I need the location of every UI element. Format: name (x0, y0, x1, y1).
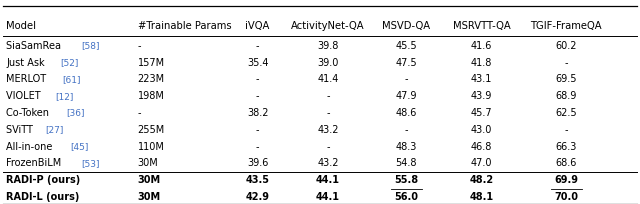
Text: 47.0: 47.0 (471, 158, 492, 168)
Text: [45]: [45] (70, 141, 89, 150)
Text: 46.8: 46.8 (471, 141, 492, 151)
Text: FrozenBiLM: FrozenBiLM (6, 158, 65, 168)
Text: iVQA: iVQA (245, 21, 270, 30)
Text: 30M: 30M (138, 174, 161, 184)
Text: 198M: 198M (138, 91, 164, 101)
Text: MSVD-QA: MSVD-QA (382, 21, 431, 30)
Text: Just Ask: Just Ask (6, 57, 48, 67)
Text: VIOLET: VIOLET (6, 91, 44, 101)
Text: #Trainable Params: #Trainable Params (138, 21, 231, 30)
Text: 30M: 30M (138, 191, 161, 201)
Text: 43.1: 43.1 (471, 74, 492, 84)
Text: 39.6: 39.6 (247, 158, 268, 168)
Text: RADI-L (ours): RADI-L (ours) (6, 191, 80, 201)
Text: 43.5: 43.5 (246, 174, 269, 184)
Text: -: - (404, 74, 408, 84)
Text: 66.3: 66.3 (556, 141, 577, 151)
Text: -: - (564, 57, 568, 67)
Text: 43.9: 43.9 (471, 91, 492, 101)
Text: [12]: [12] (55, 91, 74, 100)
Text: 68.9: 68.9 (556, 91, 577, 101)
Text: 47.5: 47.5 (396, 57, 417, 67)
Text: 45.5: 45.5 (396, 41, 417, 51)
Text: 41.4: 41.4 (317, 74, 339, 84)
Text: 56.0: 56.0 (394, 191, 419, 201)
Text: 54.8: 54.8 (396, 158, 417, 168)
Text: RADI-P (ours): RADI-P (ours) (6, 174, 81, 184)
Text: Model: Model (6, 21, 36, 30)
Text: 39.8: 39.8 (317, 41, 339, 51)
Text: 43.0: 43.0 (471, 124, 492, 134)
Text: -: - (256, 91, 259, 101)
Text: 55.8: 55.8 (394, 174, 419, 184)
Text: 39.0: 39.0 (317, 57, 339, 67)
Text: 223M: 223M (138, 74, 164, 84)
Text: -: - (256, 141, 259, 151)
Text: [53]: [53] (82, 158, 100, 167)
Text: SiaSamRea: SiaSamRea (6, 41, 65, 51)
Text: 41.8: 41.8 (471, 57, 492, 67)
Text: 30M: 30M (138, 158, 158, 168)
Text: 48.6: 48.6 (396, 108, 417, 118)
Text: -: - (326, 141, 330, 151)
Text: 48.3: 48.3 (396, 141, 417, 151)
Text: MERLOT: MERLOT (6, 74, 50, 84)
Text: 35.4: 35.4 (247, 57, 268, 67)
Text: -: - (138, 41, 141, 51)
Text: 70.0: 70.0 (554, 191, 579, 201)
Text: 45.7: 45.7 (471, 108, 492, 118)
Text: 42.9: 42.9 (246, 191, 269, 201)
Text: [61]: [61] (62, 74, 81, 83)
Text: 69.5: 69.5 (556, 74, 577, 84)
Text: 157M: 157M (138, 57, 164, 67)
Text: -: - (256, 124, 259, 134)
Text: 68.6: 68.6 (556, 158, 577, 168)
Text: 255M: 255M (138, 124, 165, 134)
Text: Co-Token: Co-Token (6, 108, 52, 118)
Text: 38.2: 38.2 (247, 108, 268, 118)
Text: -: - (138, 108, 141, 118)
Text: 47.9: 47.9 (396, 91, 417, 101)
Text: -: - (326, 108, 330, 118)
Text: ActivityNet-QA: ActivityNet-QA (291, 21, 365, 30)
Text: TGIF-FrameQA: TGIF-FrameQA (531, 21, 602, 30)
Text: 44.1: 44.1 (316, 191, 340, 201)
Text: 43.2: 43.2 (317, 158, 339, 168)
Text: 110M: 110M (138, 141, 164, 151)
Text: -: - (404, 124, 408, 134)
Text: -: - (326, 91, 330, 101)
Text: 44.1: 44.1 (316, 174, 340, 184)
Text: 43.2: 43.2 (317, 124, 339, 134)
Text: All-in-one: All-in-one (6, 141, 56, 151)
Text: -: - (564, 124, 568, 134)
Text: 69.9: 69.9 (554, 174, 579, 184)
Text: 48.1: 48.1 (470, 191, 493, 201)
Text: 60.2: 60.2 (556, 41, 577, 51)
Text: MSRVTT-QA: MSRVTT-QA (452, 21, 511, 30)
Text: 41.6: 41.6 (471, 41, 492, 51)
Text: -: - (256, 74, 259, 84)
Text: [58]: [58] (81, 41, 100, 50)
Text: 62.5: 62.5 (556, 108, 577, 118)
Text: [52]: [52] (60, 58, 79, 67)
Text: 48.2: 48.2 (470, 174, 493, 184)
Text: SViTT: SViTT (6, 124, 36, 134)
Text: [27]: [27] (45, 125, 63, 134)
Text: -: - (256, 41, 259, 51)
Text: [36]: [36] (66, 108, 84, 117)
